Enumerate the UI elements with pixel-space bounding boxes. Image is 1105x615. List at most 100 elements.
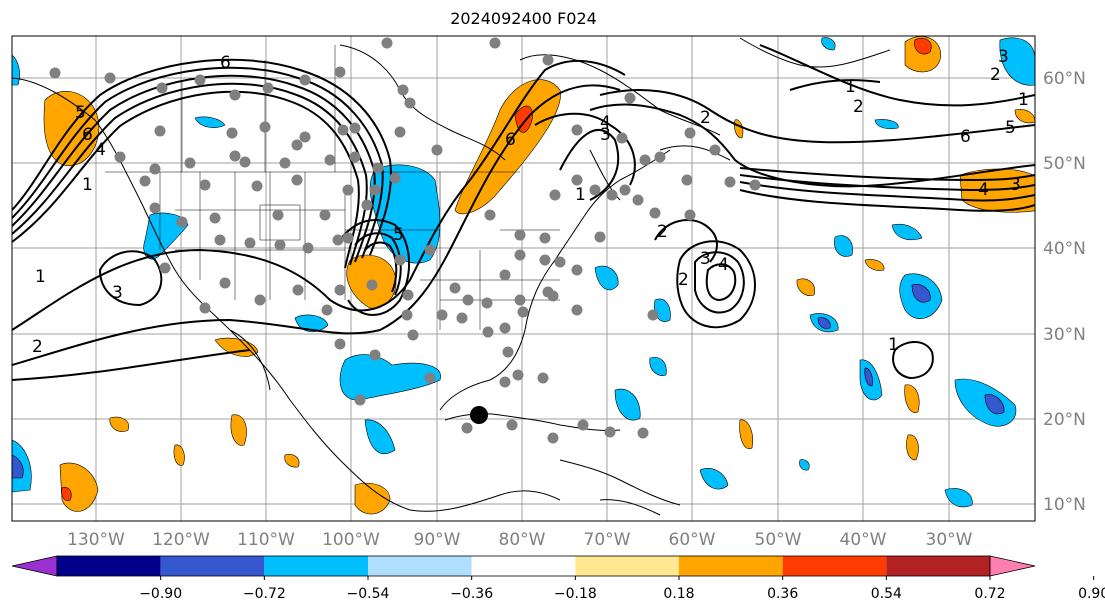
positive-anomaly [354,482,391,515]
station-dot [226,127,238,139]
positive-anomaly [230,414,247,446]
station-dot [571,124,583,136]
colorbar-tick-label: −0.90 [139,586,182,602]
station-dot [402,289,414,301]
station-dot [321,304,333,316]
negative-anomaly [984,394,1005,415]
station-dot [542,286,554,298]
longitude-label: 110°W [237,530,295,550]
negative-anomaly [891,223,923,241]
positive-anomaly [109,416,130,432]
station-dot [547,432,559,444]
negative-anomaly [911,284,931,303]
station-dot [229,89,241,101]
station-dot [436,309,448,321]
contour-label: 5 [1005,118,1016,138]
station-dot [279,157,291,169]
station-dot [462,294,474,306]
station-dot [184,157,196,169]
plot-title: 2024092400 F024 [450,9,597,28]
station-dot [681,174,693,186]
positive-anomaly [739,419,753,450]
station-dot [292,284,304,296]
positive-anomaly [796,278,816,296]
station-dot [604,426,616,438]
negative-anomaly [799,459,810,471]
contour-label: 5 [75,103,86,123]
station-dot [484,209,496,221]
station-dot [616,132,628,144]
station-dot [407,329,419,341]
station-dot [749,179,761,191]
station-dot [302,242,314,254]
station-dot [394,254,406,266]
negative-anomaly [594,265,619,291]
longitude-label: 120°W [152,530,210,550]
station-dot [514,249,526,261]
station-dot [571,174,583,186]
colorbar-segment [575,556,679,576]
station-dot [209,212,221,224]
latitude-label: 50°N [1043,154,1086,174]
station-dot [324,154,336,166]
contour-label: 2 [657,222,668,242]
latitude-label: 40°N [1043,239,1086,259]
station-dot [199,302,211,314]
station-dot [361,199,373,211]
station-dot [577,419,589,431]
contour-label: 6 [505,130,516,150]
positive-anomaly [1014,109,1035,124]
station-dot [647,309,659,321]
positive-anomaly [914,38,932,55]
colorbar-segment [782,556,887,576]
station-dot [49,67,61,79]
station-dot [549,189,561,201]
station-dot [539,232,551,244]
negative-anomaly [944,488,973,508]
station-dot [349,151,361,163]
colorbar-segment [160,556,265,576]
longitude-labels: 130°W 120°W 110°W 100°W 90°W 80°W 70°W 60°W 50°W… [67,530,973,550]
positive-anomaly [61,487,72,501]
contour-label: 1 [1018,90,1029,110]
colorbar-segment [264,556,368,576]
colorbar-tick-label: −0.18 [554,586,597,602]
station-dot [517,306,529,318]
station-dot [381,37,393,49]
contour-label: 6 [82,125,93,145]
contour-label: 2 [32,337,43,357]
station-dot [272,209,284,221]
station-dot [251,180,263,192]
station-dot [481,297,493,309]
colorbar-tick-label: 0.18 [663,586,694,602]
colorbar-tick-label: −0.54 [347,586,390,602]
colorbar-tick-label: −0.72 [243,586,286,602]
station-dot [624,92,636,104]
station-dot [639,154,651,166]
contour-label: 3 [600,125,611,145]
station-dot [394,126,406,138]
positive-anomaly [454,79,561,215]
station-dot [594,231,606,243]
station-dot [606,189,618,201]
contour-label: 4 [600,113,611,133]
station-dot [514,294,526,306]
station-dot [114,151,126,163]
negative-anomaly [12,454,24,479]
station-dot [389,172,401,184]
station-dot [254,294,266,306]
station-dot [489,37,501,49]
contour-label: 6 [220,53,231,73]
station-dot [372,162,384,174]
contour-label: 2 [853,97,864,117]
positive-anomaly [173,444,185,466]
station-dot [619,184,631,196]
negative-anomaly [874,119,899,130]
longitude-label: 90°W [414,530,461,550]
station-dot [649,207,661,219]
station-dot [156,82,168,94]
station-dot [349,122,361,134]
station-dot [342,184,354,196]
contour-label: 4 [718,255,729,275]
negative-anomaly [614,388,641,421]
